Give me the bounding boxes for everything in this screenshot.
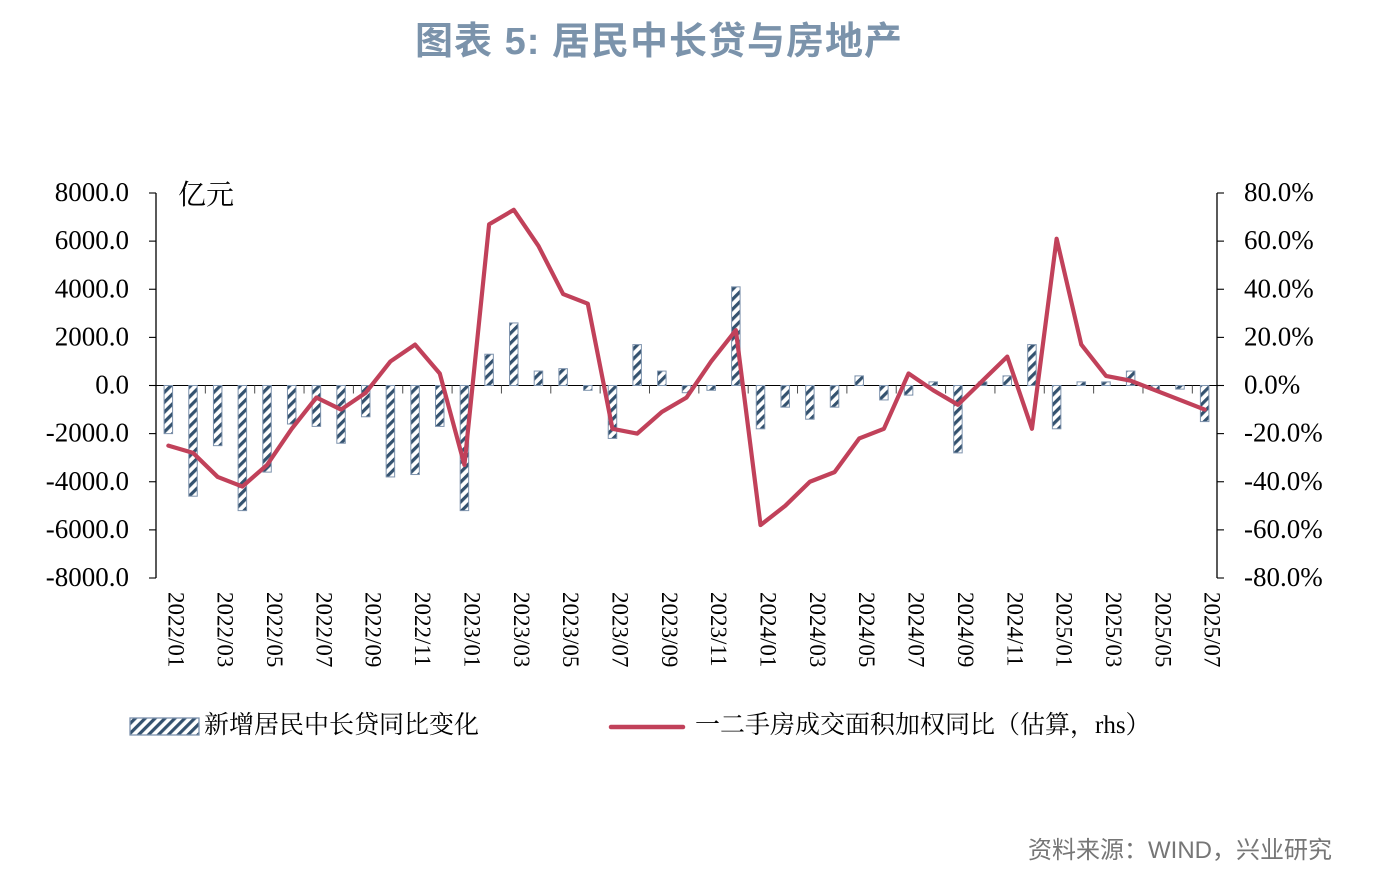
svg-text:4000.0: 4000.0 [55,273,129,303]
svg-text:2024/09: 2024/09 [953,592,978,667]
svg-text:-6000.0: -6000.0 [46,514,129,544]
svg-text:2025/05: 2025/05 [1150,592,1175,667]
svg-text:2023/11: 2023/11 [706,592,731,667]
svg-text:一二手房成交面积加权同比（估算，rhs）: 一二手房成交面积加权同比（估算，rhs） [695,711,1151,739]
svg-text:-4000.0: -4000.0 [46,466,129,496]
svg-text:2023/09: 2023/09 [657,592,682,667]
svg-text:60.0%: 60.0% [1244,225,1314,255]
svg-text:2024/03: 2024/03 [805,592,830,667]
svg-text:8000.0: 8000.0 [55,177,129,207]
svg-text:2022/07: 2022/07 [311,592,336,667]
svg-text:0.0: 0.0 [95,370,129,400]
svg-text:2025/07: 2025/07 [1200,592,1225,667]
svg-text:-60.0%: -60.0% [1244,514,1323,544]
svg-text:-40.0%: -40.0% [1244,466,1323,496]
svg-text:2022/09: 2022/09 [361,592,386,667]
svg-text:2023/03: 2023/03 [509,592,534,667]
svg-text:-80.0%: -80.0% [1244,562,1323,592]
svg-text:2024/01: 2024/01 [756,592,781,667]
svg-text:-8000.0: -8000.0 [46,562,129,592]
svg-text:2022/01: 2022/01 [163,592,188,667]
svg-text:2025/03: 2025/03 [1101,592,1126,667]
svg-text:2023/01: 2023/01 [459,592,484,667]
svg-text:2022/11: 2022/11 [410,592,435,667]
svg-text:6000.0: 6000.0 [55,225,129,255]
svg-text:40.0%: 40.0% [1244,273,1314,303]
svg-text:2024/05: 2024/05 [854,592,879,667]
svg-text:2024/07: 2024/07 [904,592,929,667]
svg-text:资料来源：WIND，兴业研究: 资料来源：WIND，兴业研究 [1028,837,1332,864]
svg-text:2022/03: 2022/03 [213,592,238,667]
svg-text:2000.0: 2000.0 [55,321,129,351]
svg-text:-2000.0: -2000.0 [46,418,129,448]
svg-text:-20.0%: -20.0% [1244,418,1323,448]
svg-text:2023/07: 2023/07 [607,592,632,667]
svg-text:新增居民中长贷同比变化: 新增居民中长贷同比变化 [204,711,479,739]
svg-text:2025/01: 2025/01 [1052,592,1077,667]
svg-text:亿元: 亿元 [178,179,234,211]
svg-text:2022/05: 2022/05 [262,592,287,667]
svg-text:0.0%: 0.0% [1244,370,1300,400]
svg-text:20.0%: 20.0% [1244,321,1314,351]
svg-text:80.0%: 80.0% [1244,177,1314,207]
svg-text:2024/11: 2024/11 [1002,592,1027,667]
svg-text:2023/05: 2023/05 [558,592,583,667]
